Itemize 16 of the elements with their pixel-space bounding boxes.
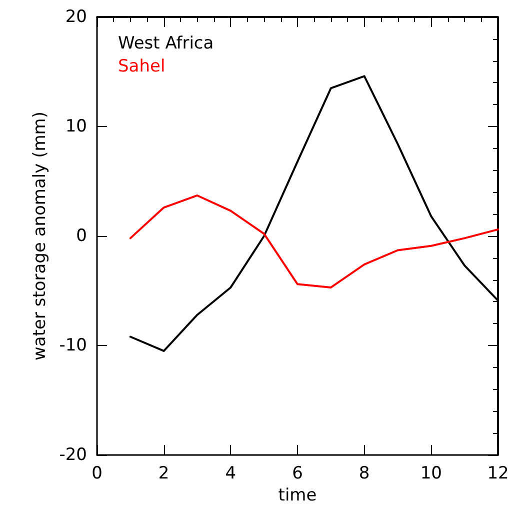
x-tick-label: 6 [292, 464, 303, 484]
x-tick-label: 12 [487, 464, 509, 484]
y-axis-title: water storage anomaly (mm) [30, 112, 50, 360]
y-tick-label: 0 [76, 226, 87, 246]
y-tick-label: -10 [59, 336, 87, 356]
text: Sahel [118, 56, 166, 76]
x-tick-label: 4 [225, 464, 236, 484]
legend-label: West Africa [118, 34, 214, 54]
x-tick-label: 2 [158, 464, 170, 484]
x-tick-label: 8 [358, 464, 370, 484]
y-tick-label: 20 [65, 7, 87, 27]
y-tick-label: 10 [65, 116, 87, 136]
x-tick-label: 0 [92, 464, 102, 484]
x-axis-title: time [278, 485, 317, 506]
x-tick-label: 10 [420, 464, 442, 484]
y-tick-label: -20 [59, 445, 87, 465]
